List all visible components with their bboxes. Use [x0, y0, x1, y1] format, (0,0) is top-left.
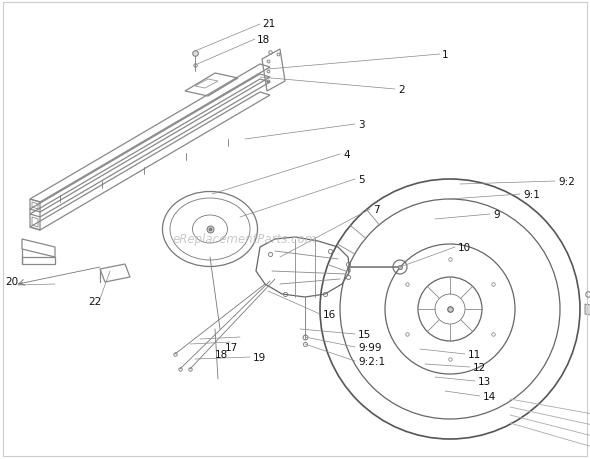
Text: 2: 2	[398, 85, 405, 95]
Text: 3: 3	[358, 120, 365, 130]
Text: 15: 15	[358, 329, 371, 339]
Text: 9:2: 9:2	[558, 177, 575, 187]
Text: 14: 14	[483, 391, 496, 401]
Text: 1: 1	[442, 50, 448, 60]
Text: 18: 18	[215, 349, 228, 359]
Text: 22: 22	[88, 297, 101, 306]
Text: 18: 18	[257, 35, 270, 45]
Text: 16: 16	[323, 309, 336, 319]
Text: 19: 19	[253, 352, 266, 362]
Text: 20: 20	[5, 276, 18, 286]
Text: 12: 12	[473, 362, 486, 372]
Text: eReplacementParts.com: eReplacementParts.com	[173, 233, 317, 246]
Text: 17: 17	[225, 342, 238, 352]
Text: 13: 13	[478, 376, 491, 386]
Text: 9:99: 9:99	[358, 342, 382, 352]
Text: 4: 4	[343, 150, 350, 160]
Text: 9: 9	[493, 210, 500, 219]
Text: 21: 21	[262, 19, 276, 29]
Polygon shape	[585, 304, 590, 317]
Text: 5: 5	[358, 174, 365, 185]
Text: 9:2:1: 9:2:1	[358, 356, 385, 366]
Text: 7: 7	[373, 205, 379, 214]
Text: 11: 11	[468, 349, 481, 359]
Text: 9:1: 9:1	[523, 190, 540, 200]
Text: 10: 10	[458, 242, 471, 252]
